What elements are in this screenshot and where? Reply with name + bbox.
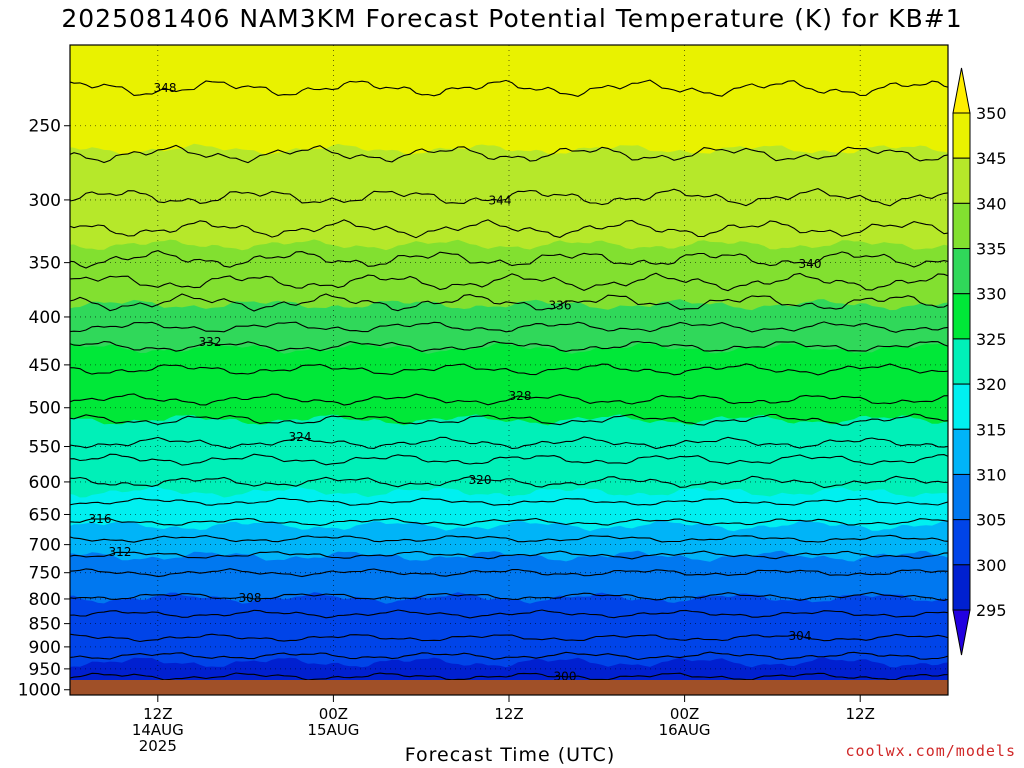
contour-326: [70, 413, 948, 426]
contour-342: [70, 219, 948, 239]
colorbar-label: 320: [976, 375, 1007, 394]
contour-300: [70, 672, 948, 681]
contour-label: 348: [154, 81, 177, 95]
credit-link[interactable]: coolwx.com/models: [845, 742, 1016, 760]
colorbar-segment: [952, 67, 971, 114]
contour-label: 332: [199, 335, 222, 349]
colorbar-segment: [952, 293, 971, 340]
contour-label: 312: [109, 545, 132, 559]
contour-label: 336: [549, 298, 572, 312]
contour-label: 308: [239, 591, 262, 605]
contour-322: [70, 453, 948, 466]
y-tick-label: 650: [29, 505, 61, 525]
contour-label: 324: [289, 430, 312, 444]
y-tick-label: 450: [29, 356, 61, 376]
y-tick-label: 600: [29, 473, 61, 493]
y-tick-label: 500: [29, 399, 61, 419]
x-tick-label: 12Z: [143, 705, 172, 723]
colorbar-label: 315: [976, 420, 1007, 439]
contour-318: [70, 497, 948, 506]
contour-label: 320: [469, 473, 492, 487]
contour-308: [70, 591, 948, 601]
colorbar-label: 325: [976, 330, 1007, 349]
contour-306: [70, 609, 948, 619]
y-tick-label: 250: [29, 117, 61, 137]
colorbar-label: 305: [976, 511, 1007, 530]
contour-340: [70, 250, 948, 269]
colorbar-label: 345: [976, 149, 1007, 168]
y-tick-label: 350: [29, 254, 61, 274]
contour-332: [70, 340, 948, 352]
colorbar-segment: [952, 473, 971, 521]
y-tick-label: 400: [29, 308, 61, 328]
colorbar-label: 300: [976, 556, 1007, 575]
colorbar-segment: [952, 338, 971, 385]
colorbar-label: 335: [976, 240, 1007, 259]
contour-label: 316: [89, 512, 112, 526]
contour-320: [70, 475, 948, 489]
x-tick-label: 14AUG: [132, 721, 184, 739]
x-tick-label: 2025: [139, 737, 177, 755]
colorbar-segment: [952, 202, 971, 250]
contour-label: 328: [509, 389, 532, 403]
contour-302: [70, 651, 948, 661]
grid-lines: [70, 45, 948, 695]
contour-316: [70, 517, 948, 526]
y-tick-label: 800: [29, 590, 61, 610]
x-axis-label: Forecast Time (UTC): [404, 744, 616, 766]
contour-314: [70, 534, 948, 543]
contour-334: [70, 321, 948, 333]
colorbar-segment: [952, 428, 971, 475]
ground-surface: [70, 680, 948, 695]
x-tick-label: 12Z: [846, 705, 875, 723]
colorbar-label: 310: [976, 465, 1007, 484]
x-tick-label: 16AUG: [659, 721, 711, 739]
colorbar-segment: [952, 609, 971, 656]
contour-328: [70, 393, 948, 406]
y-tick-label: 1000: [18, 681, 61, 701]
contour-label: 304: [789, 629, 812, 643]
x-tick-label: 12Z: [494, 705, 523, 723]
contour-330: [70, 363, 948, 376]
colorbar-label: 295: [976, 601, 1007, 620]
y-tick-label: 550: [29, 438, 61, 458]
colorbar-segment: [952, 157, 971, 204]
colorbar-segment: [952, 519, 971, 566]
contour-344: [70, 188, 948, 207]
contour-346: [70, 144, 948, 164]
colorbar-label: 350: [976, 104, 1007, 123]
contour-label: 340: [799, 257, 822, 271]
y-axis: 250 300 350 400 450 500 550 600 650 700 750 800 850 9…: [18, 117, 70, 701]
contour-348: [70, 79, 948, 97]
y-tick-label: 950: [29, 660, 61, 680]
chart-title: 2025081406 NAM3KM Forecast Potential Tem…: [61, 4, 963, 33]
x-tick-label: 00Z: [670, 705, 699, 723]
x-tick-label: 00Z: [319, 705, 348, 723]
y-tick-label: 700: [29, 536, 61, 556]
y-tick-label: 900: [29, 638, 61, 658]
colorbar-label: 340: [976, 194, 1007, 213]
colorbar-segment: [952, 248, 971, 295]
colorbar-segment: [952, 112, 971, 159]
contour-336: [70, 293, 948, 312]
contour-324: [70, 436, 948, 450]
colorbar-label: 330: [976, 285, 1007, 304]
colorbar-segment: [952, 564, 971, 611]
colorbar: 350 345 340 335 330 325 320 315 310 305 300 295: [952, 67, 1007, 656]
y-tick-label: 850: [29, 615, 61, 635]
contour-label: 344: [489, 193, 512, 207]
y-tick-label: 300: [29, 191, 61, 211]
y-tick-label: 750: [29, 564, 61, 584]
x-tick-label: 15AUG: [307, 721, 359, 739]
colorbar-segment: [952, 383, 971, 430]
